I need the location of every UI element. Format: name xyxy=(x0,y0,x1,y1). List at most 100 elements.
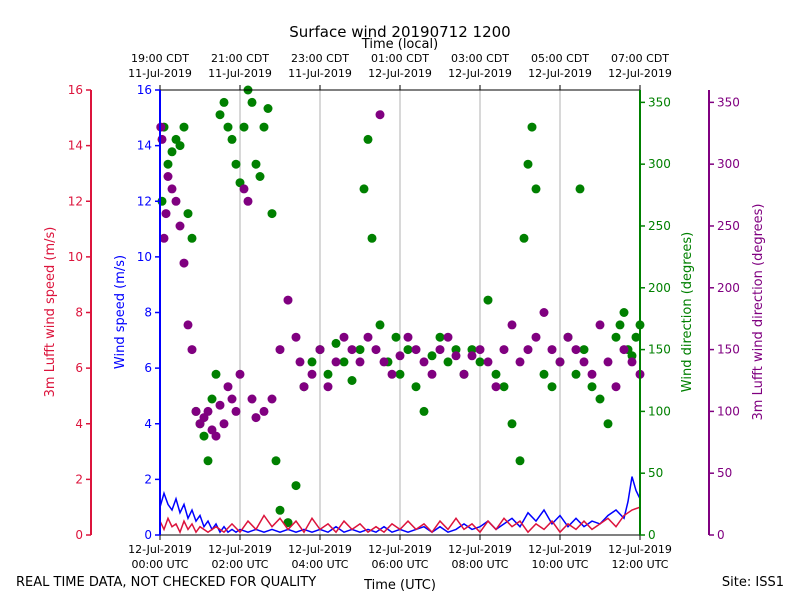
lufft-direction-axis-tick-label: 150 xyxy=(717,343,740,357)
speed-axis-label: Wind speed (m/s) xyxy=(113,255,128,369)
lufft-wind-direction-point xyxy=(459,369,469,379)
wind-direction-point xyxy=(507,419,517,429)
wind-direction-point xyxy=(179,122,189,132)
lufft-wind-direction-point xyxy=(259,406,269,416)
lufft-speed-axis-tick-label: 0 xyxy=(75,528,83,542)
x-tick-label-date: 12-Jul-2019 xyxy=(208,543,272,556)
wind-direction-point xyxy=(519,233,529,243)
lufft-wind-direction-point xyxy=(419,357,429,367)
x-tick-label-date: 12-Jul-2019 xyxy=(448,543,512,556)
lufft-wind-direction-point xyxy=(375,110,385,120)
top-axis-label: Time (local) xyxy=(361,37,438,52)
wind-direction-point xyxy=(207,394,217,404)
wind-direction-point xyxy=(539,369,549,379)
speed-axis-tick-label: 10 xyxy=(137,250,152,264)
speed-axis-tick-label: 6 xyxy=(144,361,152,375)
lufft-wind-direction-point xyxy=(347,345,357,355)
wind-direction-point xyxy=(467,345,477,355)
lufft-wind-direction-point xyxy=(451,351,461,361)
wind-direction-point xyxy=(475,357,485,367)
x-tick-label-time: 00:00 UTC xyxy=(131,558,188,571)
lufft-wind-direction-point xyxy=(515,357,525,367)
lufft-direction-axis-tick-label: 350 xyxy=(717,95,740,109)
wind-direction-point xyxy=(395,369,405,379)
wind-direction-point xyxy=(631,332,641,342)
lufft-wind-direction-point xyxy=(203,406,213,416)
wind-direction-point xyxy=(483,295,493,305)
wind-direction-point xyxy=(255,172,265,181)
wind-direction-point xyxy=(531,184,541,194)
lufft-wind-direction-point xyxy=(475,345,485,355)
lufft-wind-direction-point xyxy=(267,394,277,404)
lufft-direction-axis-tick-label: 100 xyxy=(717,404,740,418)
lufft-wind-direction-point xyxy=(579,357,589,367)
lufft-wind-direction-point xyxy=(283,295,293,305)
wind-direction-point xyxy=(451,345,461,355)
direction-axis-tick-label: 100 xyxy=(648,404,671,418)
footer-site: Site: ISS1 xyxy=(721,575,784,590)
direction-axis-label: Wind direction (degrees) xyxy=(680,232,695,392)
lufft-direction-axis-tick-label: 50 xyxy=(717,466,732,480)
lufft-direction-axis-tick-label: 0 xyxy=(717,528,725,542)
wind-direction-point xyxy=(183,209,193,219)
lufft-wind-direction-point xyxy=(227,394,237,404)
lufft-wind-direction-point xyxy=(595,320,605,330)
lufft-wind-direction-point xyxy=(275,345,285,355)
wind-direction-point xyxy=(619,308,629,317)
wind-direction-point xyxy=(339,357,349,367)
wind-direction-point xyxy=(547,382,557,392)
speed-axis-tick-label: 4 xyxy=(144,417,152,431)
lufft-wind-direction-point xyxy=(539,308,549,317)
wind-direction-point xyxy=(523,159,533,169)
wind-direction-point xyxy=(347,376,357,385)
lufft-wind-direction-point xyxy=(231,406,241,416)
lufft-speed-axis-tick-label: 12 xyxy=(68,194,83,208)
lufft-wind-direction-point xyxy=(403,332,413,342)
direction-axis-tick-label: 350 xyxy=(648,95,671,109)
speed-axis-tick-label: 0 xyxy=(144,528,152,542)
wind-direction-point xyxy=(167,147,177,157)
lufft-wind-direction-point xyxy=(427,369,437,379)
wind-direction-point xyxy=(443,357,453,367)
wind-direction-point xyxy=(375,320,385,330)
wind-direction-point xyxy=(359,184,369,194)
wind-direction-point xyxy=(263,104,273,113)
lufft-wind-direction-point xyxy=(243,196,253,206)
wind-direction-point xyxy=(283,518,293,528)
wind-direction-point xyxy=(391,332,401,342)
wind-direction-point xyxy=(575,184,585,194)
lufft-wind-direction-point xyxy=(315,345,325,355)
lufft-wind-direction-point xyxy=(603,357,613,367)
wind-direction-point xyxy=(275,505,285,515)
top-tick-label-date: 12-Jul-2019 xyxy=(608,67,672,80)
lufft-wind-direction-point xyxy=(307,369,317,379)
wind-direction-point xyxy=(435,332,445,342)
lufft-wind-direction-point xyxy=(499,345,509,355)
lufft-wind-direction-point xyxy=(627,357,637,367)
lufft-wind-direction-point xyxy=(563,332,573,342)
wind-direction-point xyxy=(247,97,257,107)
lufft-speed-axis-tick-label: 16 xyxy=(68,83,83,97)
x-tick-label-time: 06:00 UTC xyxy=(371,558,428,571)
lufft-wind-direction-point xyxy=(371,345,381,355)
direction-axis-tick-label: 200 xyxy=(648,281,671,295)
wind-direction-point xyxy=(527,122,537,132)
direction-axis-tick-label: 150 xyxy=(648,343,671,357)
wind-direction-point xyxy=(175,141,185,151)
lufft-wind-direction-point xyxy=(387,369,397,379)
wind-direction-point xyxy=(491,369,501,379)
lufft-wind-direction-point xyxy=(187,345,197,355)
wind-direction-point xyxy=(411,382,421,392)
top-tick-label-time: 21:00 CDT xyxy=(211,52,269,65)
lufft-speed-axis-tick-label: 6 xyxy=(75,361,83,375)
x-tick-label-time: 08:00 UTC xyxy=(451,558,508,571)
lufft-wind-direction-point xyxy=(555,357,565,367)
lufft-wind-direction-point xyxy=(355,357,365,367)
top-tick-label-time: 01:00 CDT xyxy=(371,52,429,65)
top-tick-label-date: 11-Jul-2019 xyxy=(208,67,272,80)
wind-direction-point xyxy=(595,394,605,404)
chart-title: Surface wind 20190712 1200 xyxy=(289,23,510,41)
lufft-wind-direction-point xyxy=(157,134,167,144)
lufft-wind-direction-point xyxy=(163,172,173,181)
